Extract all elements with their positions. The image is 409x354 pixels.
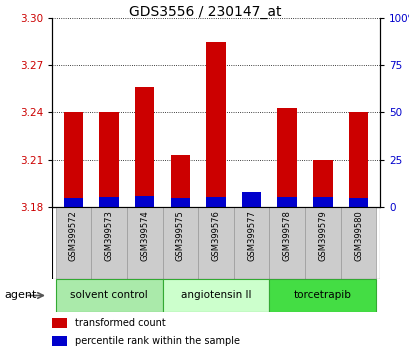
Bar	[56, 279, 162, 312]
Text: GSM399573: GSM399573	[104, 211, 113, 262]
Bar	[99, 196, 119, 207]
Bar	[277, 196, 297, 207]
Bar	[312, 160, 332, 207]
Text: GSM399572: GSM399572	[69, 211, 78, 261]
Bar	[269, 279, 375, 312]
Bar	[135, 196, 154, 207]
Bar	[135, 87, 154, 207]
Bar	[241, 192, 261, 207]
Bar	[206, 42, 225, 207]
Bar	[162, 207, 198, 279]
Bar	[312, 196, 332, 207]
Bar	[233, 207, 269, 279]
Bar	[304, 207, 340, 279]
Bar	[206, 196, 225, 207]
Bar	[56, 207, 91, 279]
Bar	[340, 207, 375, 279]
Bar	[348, 198, 368, 207]
Text: agent: agent	[4, 291, 36, 301]
Bar	[91, 207, 126, 279]
Bar	[277, 108, 297, 207]
Text: transformed count: transformed count	[75, 318, 165, 328]
Bar	[269, 207, 304, 279]
Bar	[241, 204, 261, 207]
Bar	[162, 279, 269, 312]
Bar	[99, 113, 119, 207]
Text: GSM399576: GSM399576	[211, 211, 220, 262]
Text: solvent control: solvent control	[70, 291, 148, 301]
Bar	[198, 207, 233, 279]
Bar	[170, 199, 190, 207]
Text: percentile rank within the sample: percentile rank within the sample	[75, 336, 239, 346]
Bar	[52, 336, 67, 346]
Bar	[348, 113, 368, 207]
Text: GSM399579: GSM399579	[318, 211, 327, 261]
Bar	[63, 113, 83, 207]
Text: GDS3556 / 230147_at: GDS3556 / 230147_at	[128, 5, 281, 19]
Bar	[63, 198, 83, 207]
Bar	[52, 318, 67, 328]
Text: GSM399580: GSM399580	[353, 211, 362, 261]
Bar	[126, 207, 162, 279]
Text: GSM399577: GSM399577	[247, 211, 256, 262]
Text: torcetrapib: torcetrapib	[293, 291, 351, 301]
Text: GSM399574: GSM399574	[140, 211, 149, 261]
Bar	[170, 155, 190, 207]
Text: GSM399575: GSM399575	[175, 211, 184, 261]
Text: angiotensin II: angiotensin II	[180, 291, 251, 301]
Text: GSM399578: GSM399578	[282, 211, 291, 262]
